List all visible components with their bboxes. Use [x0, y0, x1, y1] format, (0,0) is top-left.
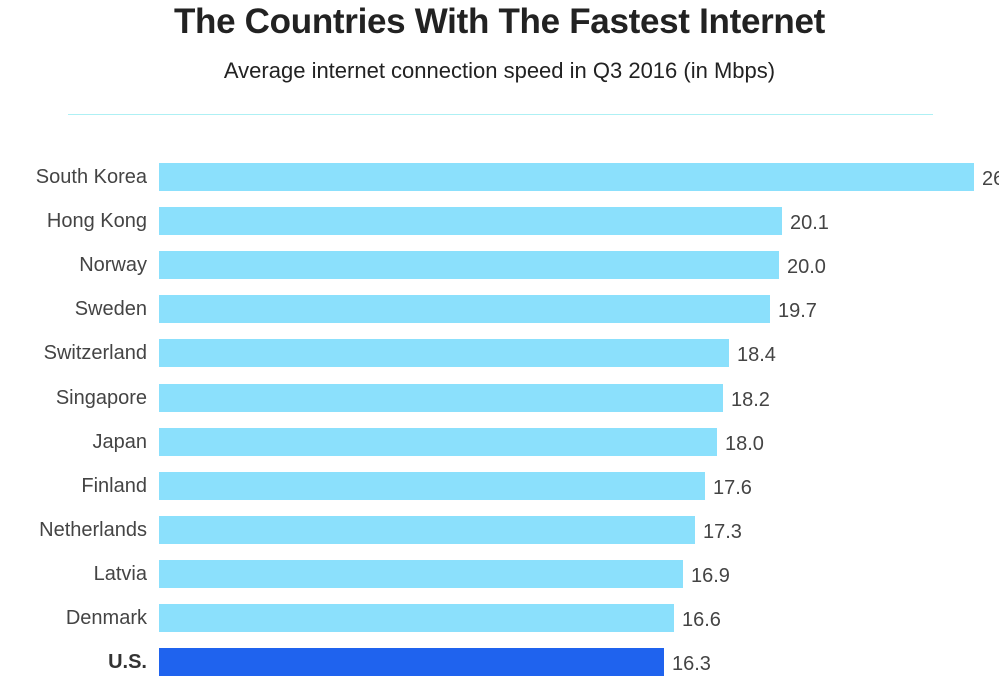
- category-label: Hong Kong: [46, 210, 147, 233]
- bar-row: Switzerland 18.4: [0, 339, 999, 368]
- bar: [159, 251, 779, 280]
- category-label: Finland: [81, 474, 147, 497]
- bar-row: Japan 18.0: [0, 427, 999, 456]
- bar-row: Sweden 19.7: [0, 295, 999, 324]
- category-label: Netherlands: [39, 518, 147, 541]
- category-label: Singapore: [55, 386, 147, 409]
- category-label: Switzerland: [43, 342, 147, 365]
- chart-title: The Countries With The Fastest Internet: [173, 2, 826, 41]
- value-label: 18.4: [737, 344, 776, 367]
- category-label: Latvia: [93, 562, 147, 585]
- highlight-bar: [159, 648, 664, 677]
- category-label: Norway: [79, 254, 147, 277]
- value-label: 19.7: [778, 300, 817, 323]
- chart-subtitle: Average internet connection speed in Q3 …: [223, 58, 776, 83]
- bar-row: Latvia 16.9: [0, 559, 999, 588]
- bar: [159, 339, 729, 368]
- value-label: 16.6: [682, 609, 721, 631]
- bar: [159, 559, 683, 588]
- bar: [159, 515, 695, 544]
- value-label: 16.3: [672, 653, 711, 676]
- bar-row: South Korea 26: [0, 163, 999, 191]
- bar: [159, 604, 674, 632]
- bar-row: Finland 17.6: [0, 471, 999, 500]
- bar-row: Netherlands 17.3: [0, 515, 999, 544]
- category-label: Denmark: [65, 607, 147, 629]
- category-label: South Korea: [35, 166, 147, 188]
- bar-row: Norway 20.0: [0, 251, 999, 280]
- bar: [159, 383, 723, 412]
- value-label: 18.0: [725, 432, 764, 455]
- bar: [159, 207, 782, 236]
- bar-row: U.S. 16.3: [0, 648, 999, 677]
- bar-row: Hong Kong 20.1: [0, 207, 999, 236]
- bar: [159, 295, 770, 324]
- bar: [159, 163, 974, 191]
- category-label: Japan: [92, 430, 148, 453]
- bar: [159, 427, 717, 456]
- value-label: 17.3: [703, 520, 742, 543]
- category-label: Sweden: [74, 298, 147, 321]
- value-label: 20.1: [790, 212, 829, 235]
- value-label: 18.2: [731, 388, 770, 411]
- value-label: 26: [982, 168, 999, 190]
- bar-row: Denmark 16.6: [0, 604, 999, 632]
- category-label: U.S.: [108, 651, 147, 674]
- value-label: 16.9: [691, 564, 730, 587]
- divider: [68, 114, 933, 115]
- value-label: 17.6: [713, 476, 752, 499]
- bar: [159, 471, 705, 500]
- bar-row: Singapore 18.2: [0, 383, 999, 412]
- value-label: 20.0: [787, 256, 826, 279]
